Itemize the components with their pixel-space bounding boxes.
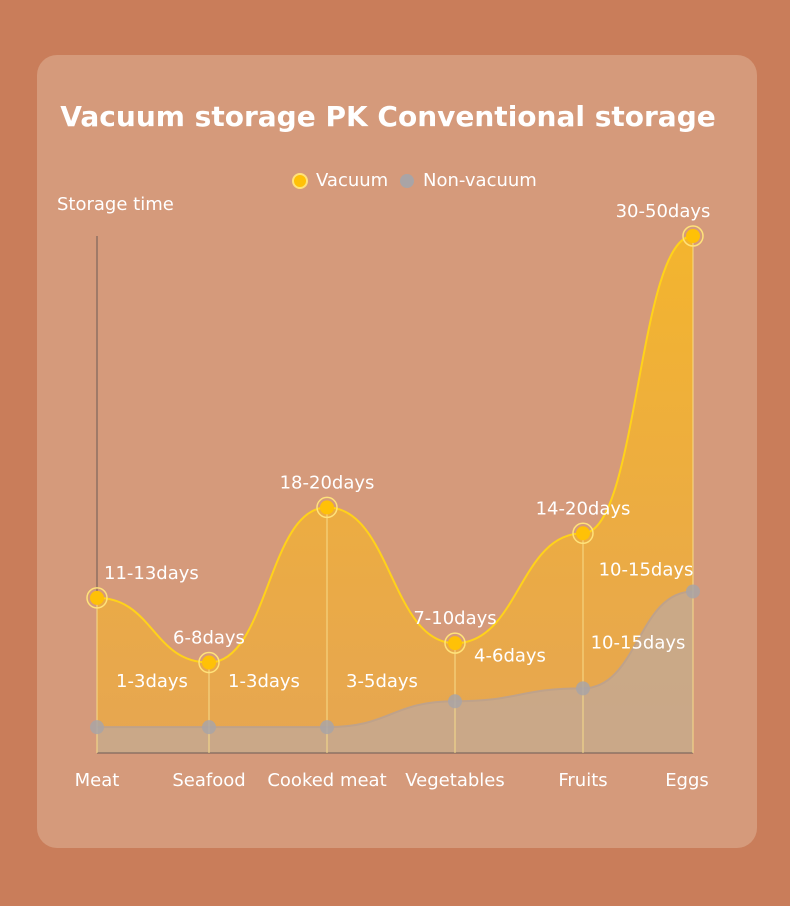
data-label: 10-15days (599, 559, 694, 580)
point (90, 590, 104, 605)
area (97, 591, 693, 753)
point (686, 229, 700, 243)
point-halo (572, 522, 594, 545)
point (686, 584, 700, 599)
x-tick-label: Cooked meat (267, 770, 386, 791)
data-label: 4-6days (474, 645, 546, 666)
data-label: 18-20days (280, 472, 375, 493)
x-tick-label: Seafood (172, 770, 245, 791)
point (448, 694, 462, 709)
data-label: 11-13days (104, 563, 199, 584)
point (202, 720, 216, 735)
x-tick-label: Fruits (558, 770, 607, 791)
legend-marker (400, 174, 414, 188)
point-halo (316, 496, 338, 519)
point-halo (86, 587, 108, 609)
point (576, 681, 590, 696)
legend-marker (292, 173, 308, 189)
point (576, 526, 590, 541)
data-label: 6-8days (173, 628, 245, 649)
data-label: 1-3days (228, 671, 300, 692)
x-tick-label: Meat (75, 770, 120, 791)
data-label: 30-50days (616, 201, 711, 222)
point (320, 720, 334, 735)
area (97, 236, 693, 753)
point-halo (444, 632, 466, 654)
x-tick-label: Vegetables (405, 770, 504, 791)
point-halo (198, 651, 220, 674)
data-label: 14-20days (536, 498, 631, 519)
point (202, 655, 216, 670)
y-axis-label: Storage time (57, 194, 174, 215)
data-label: 3-5days (346, 671, 418, 692)
data-label: 1-3days (116, 671, 188, 692)
legend-label: Non-vacuum (423, 170, 537, 191)
point (90, 720, 104, 735)
chart-title: Vacuum storage PK Conventional storage (60, 100, 715, 133)
point-halo (682, 225, 704, 247)
legend-label: Vacuum (316, 170, 388, 191)
point (448, 636, 462, 651)
x-tick-label: Eggs (665, 770, 709, 791)
data-label: 7-10days (413, 608, 496, 629)
point (320, 500, 334, 515)
data-label: 10-15days (591, 632, 686, 653)
